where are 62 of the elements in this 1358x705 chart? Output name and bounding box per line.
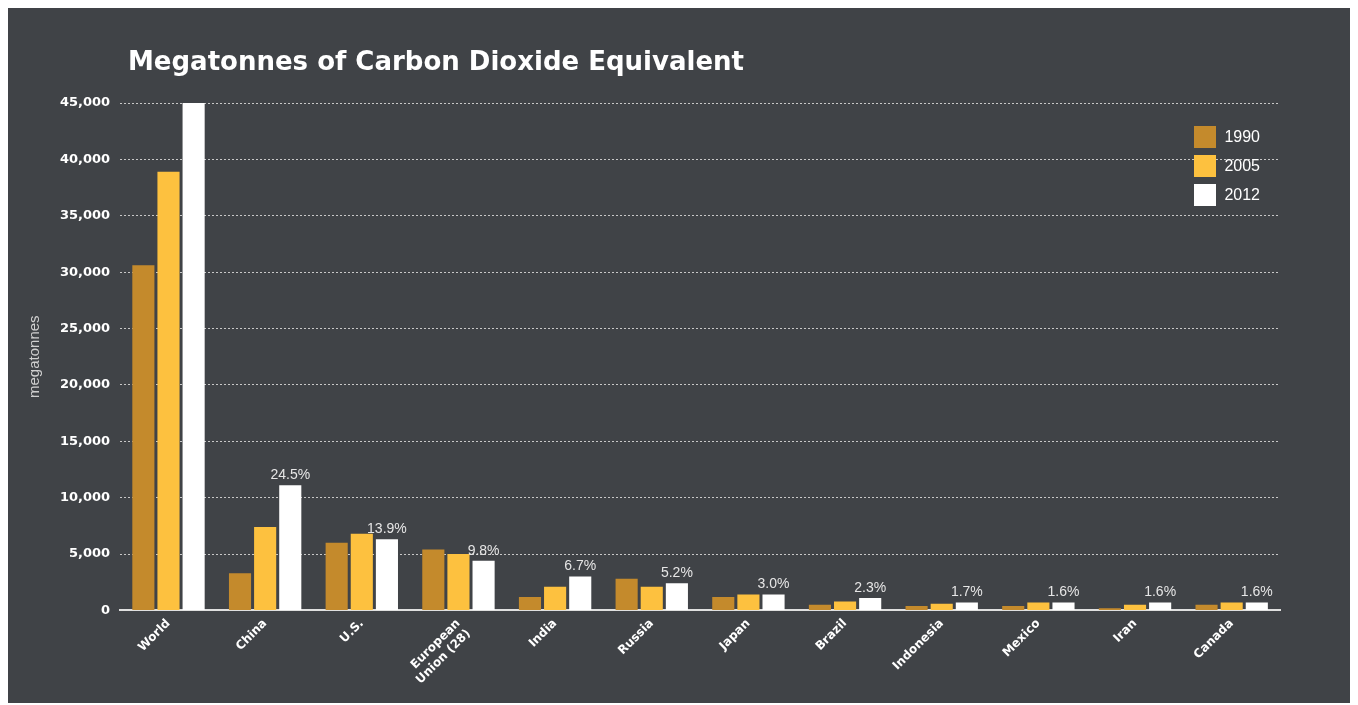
bar: [472, 560, 495, 610]
bar: [834, 601, 857, 610]
annotation: 13.9%: [367, 520, 407, 537]
bar: [254, 526, 277, 610]
bar: [157, 171, 180, 610]
bar: [762, 594, 785, 610]
y-tick-label: 0: [101, 601, 111, 617]
bar: [930, 603, 953, 610]
annotation: 1.6%: [1047, 583, 1080, 600]
bar: [544, 586, 567, 610]
bar: [665, 583, 688, 610]
bar: [712, 596, 735, 610]
bar: [422, 549, 445, 610]
annotation: 1.6%: [1240, 583, 1273, 600]
y-tick-label: 25,000: [59, 319, 111, 335]
y-tick-label: 30,000: [59, 263, 111, 279]
bar: [1052, 602, 1075, 610]
annotation: 2.3%: [854, 578, 887, 595]
y-tick-label: 20,000: [59, 376, 111, 392]
bar: [350, 533, 373, 610]
bar: [1149, 602, 1172, 610]
y-tick-label: 15,000: [59, 432, 111, 448]
bar: [132, 265, 155, 610]
x-tick-label: U.S.: [336, 615, 367, 646]
y-tick-label: 45,000: [59, 94, 111, 110]
legend-label: 1990: [1224, 127, 1260, 146]
annotation: 1.6%: [1144, 583, 1177, 600]
bar: [808, 604, 831, 610]
y-tick-label: 35,000: [59, 207, 111, 223]
bar: [955, 602, 978, 610]
annotation: 1.7%: [950, 583, 983, 600]
bar: [375, 539, 398, 610]
bar: [518, 596, 542, 610]
bar: [737, 594, 760, 610]
annotation: 3.0%: [757, 575, 790, 592]
bar: [182, 103, 205, 610]
bar: [279, 485, 302, 610]
bar: [1195, 604, 1218, 610]
bar: [1245, 602, 1268, 610]
bar: [447, 554, 470, 610]
y-axis-title: megatonnes: [25, 315, 43, 398]
bar: [569, 576, 592, 610]
bar: [859, 598, 882, 610]
legend-label: 2012: [1224, 185, 1260, 204]
annotation: 6.7%: [564, 557, 597, 574]
bar: [640, 586, 663, 610]
bar: [228, 573, 252, 610]
bar: [1002, 605, 1025, 610]
bar: [325, 542, 348, 610]
bar: [1027, 602, 1050, 610]
bar: [1123, 604, 1147, 610]
legend-label: 2005: [1224, 156, 1260, 175]
annotation: 9.8%: [467, 541, 500, 558]
annotation: 5.2%: [660, 564, 693, 581]
annotation: 24.5%: [270, 466, 311, 483]
y-tick-label: 40,000: [59, 150, 111, 166]
y-tick-label: 10,000: [59, 489, 111, 505]
bar: [905, 605, 928, 610]
chart-title: Megatonnes of Carbon Dioxide Equivalent: [128, 46, 744, 76]
bar: [615, 578, 638, 610]
bar: [1220, 602, 1243, 610]
y-tick-label: 5,000: [69, 545, 111, 561]
